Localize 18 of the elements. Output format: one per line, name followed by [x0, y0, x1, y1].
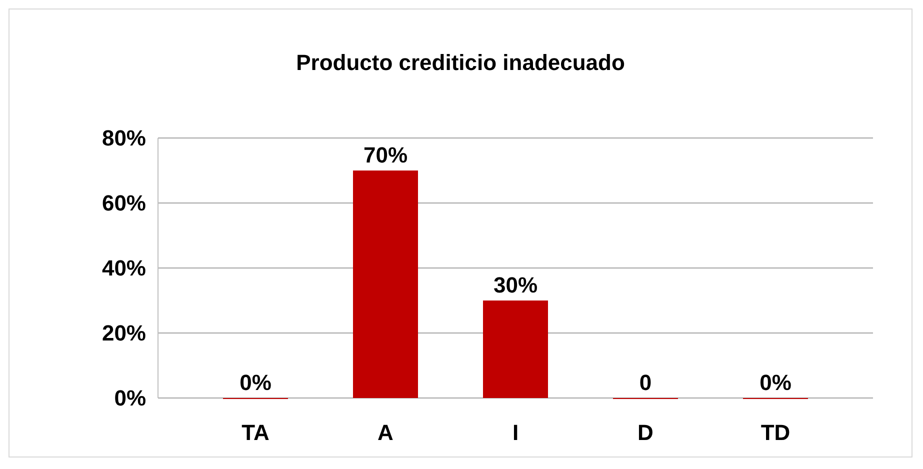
data-label: 30% — [493, 272, 538, 298]
chart-title: Producto crediticio inadecuado — [296, 50, 625, 75]
x-tick-label: D — [638, 420, 654, 445]
data-label: 0 — [639, 370, 652, 395]
bar — [483, 300, 548, 398]
y-tick-label: 80% — [102, 126, 146, 151]
data-label: 0% — [240, 370, 272, 395]
bar — [353, 170, 418, 398]
data-label: 0% — [760, 370, 792, 395]
y-tick-label: 0% — [114, 386, 146, 411]
x-tick-label: A — [378, 420, 394, 445]
y-tick-label: 60% — [102, 190, 146, 216]
data-label: 70% — [363, 142, 408, 168]
x-tick-label: TA — [242, 420, 270, 445]
x-tick-label: I — [512, 420, 519, 445]
y-tick-label: 20% — [102, 320, 146, 346]
x-tick-label: TD — [760, 420, 790, 445]
y-tick-label: 40% — [102, 256, 146, 281]
